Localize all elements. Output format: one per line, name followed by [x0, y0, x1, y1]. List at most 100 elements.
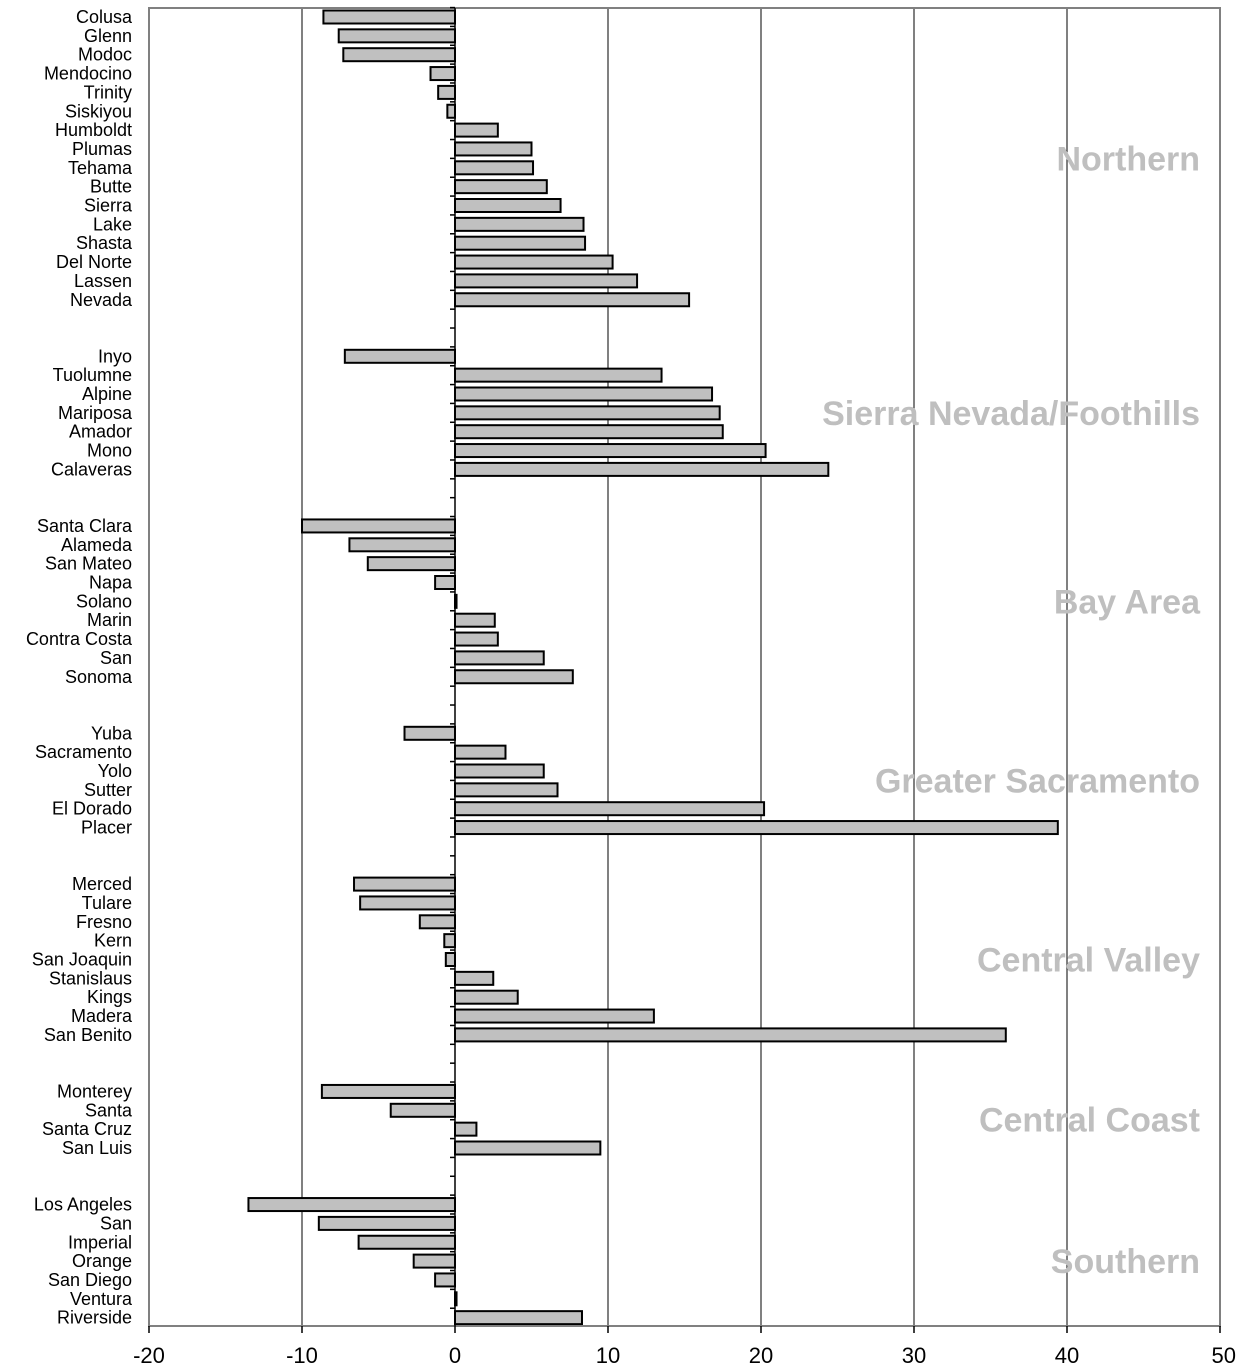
x-tick-label: 30	[902, 1343, 926, 1368]
category-label: Kings	[87, 987, 132, 1007]
category-label: Madera	[71, 1006, 133, 1026]
bar	[418, 914, 456, 930]
bar	[317, 1215, 456, 1231]
bar	[454, 612, 496, 628]
bar	[437, 84, 457, 100]
bar	[454, 1027, 1007, 1043]
bar	[443, 933, 457, 949]
bar	[357, 1234, 456, 1250]
region-label: Central Coast	[979, 1102, 1200, 1140]
bar	[454, 386, 714, 402]
bar	[454, 405, 721, 421]
category-label: Alpine	[82, 384, 132, 404]
x-tick-label: 40	[1055, 1343, 1079, 1368]
category-label: San Benito	[44, 1025, 132, 1045]
bar	[454, 198, 562, 213]
bar	[454, 292, 691, 308]
region-label: Greater Sacramento	[875, 762, 1200, 800]
bar	[343, 348, 456, 364]
category-label: El Dorado	[52, 799, 132, 819]
bar	[389, 1102, 456, 1118]
category-label: Contra Costa	[26, 629, 133, 649]
category-label: Modoc	[78, 45, 132, 65]
category-label: Sonoma	[65, 667, 133, 687]
bar	[454, 141, 533, 157]
bar	[429, 66, 456, 82]
category-label: Kern	[94, 931, 132, 951]
bar	[359, 895, 457, 911]
bar	[454, 235, 587, 251]
bar	[454, 970, 495, 986]
category-label: Mendocino	[44, 64, 132, 84]
category-label: Glenn	[84, 26, 132, 46]
bar	[454, 461, 830, 477]
category-label: Monterey	[57, 1081, 132, 1101]
bar	[434, 575, 456, 590]
region-label: Northern	[1056, 140, 1200, 178]
bar	[454, 801, 766, 817]
x-tick-label: 0	[449, 1343, 461, 1368]
bar	[446, 103, 457, 119]
category-label: Sierra	[84, 196, 133, 216]
x-tick-label: 10	[596, 1343, 620, 1368]
axes: -20 -10 0 10 20 30 40 50	[133, 6, 1236, 1368]
bar	[454, 650, 545, 666]
category-label: Del Norte	[56, 252, 132, 272]
bar	[454, 367, 663, 383]
region-label: Sierra Nevada/Foothills	[822, 395, 1200, 433]
bar	[454, 820, 1059, 836]
category-label: Yuba	[91, 723, 133, 743]
bar	[366, 556, 457, 572]
bar	[454, 254, 614, 270]
bar	[247, 1197, 456, 1213]
category-label: Fresno	[76, 912, 132, 932]
bar	[454, 989, 519, 1005]
bar	[454, 424, 724, 440]
bar	[320, 1083, 457, 1099]
x-tick-label: -20	[133, 1343, 165, 1368]
category-label: Los Angeles	[34, 1195, 132, 1215]
category-label: Mariposa	[58, 403, 133, 423]
bar	[454, 763, 545, 779]
category-label: Marin	[87, 610, 132, 630]
category-labels: ColusaGlennModocMendocinoTrinitySiskiyou…	[26, 7, 133, 1328]
bar	[412, 1253, 457, 1269]
plot-frame	[148, 7, 1221, 1327]
category-label: San Luis	[62, 1138, 132, 1158]
category-label: Humboldt	[55, 120, 132, 140]
bar	[454, 782, 559, 798]
category-label: Mono	[87, 441, 132, 461]
category-label: Alameda	[61, 535, 133, 555]
category-label: Siskiyou	[65, 101, 132, 121]
bar	[454, 1310, 583, 1326]
category-label: Tehama	[68, 158, 133, 178]
category-label: Nevada	[70, 290, 133, 310]
bar	[454, 160, 535, 176]
bar	[454, 122, 499, 138]
category-label: Orange	[72, 1251, 132, 1271]
category-label: Tulare	[82, 893, 132, 913]
bar	[454, 273, 639, 289]
category-label: San Diego	[48, 1270, 132, 1290]
bar	[444, 952, 457, 967]
bar	[454, 744, 507, 760]
category-label: Solano	[76, 591, 132, 611]
category-label: San	[100, 648, 132, 668]
x-tick-label: 50	[1212, 1343, 1236, 1368]
bar	[454, 1121, 478, 1137]
bar	[301, 518, 456, 534]
bar	[348, 537, 456, 553]
category-label: Plumas	[72, 139, 132, 159]
category-label: San	[100, 1213, 132, 1233]
region-label: Central Valley	[977, 942, 1200, 980]
bar	[434, 1272, 456, 1288]
category-label: Santa Clara	[37, 516, 133, 536]
category-label: Lake	[93, 214, 132, 234]
gridlines	[301, 8, 1068, 1326]
bar	[454, 1140, 602, 1156]
category-label: Napa	[89, 573, 133, 593]
category-label: Yolo	[98, 761, 132, 781]
category-label: Santa	[85, 1100, 133, 1120]
region-label: Southern	[1051, 1243, 1200, 1281]
